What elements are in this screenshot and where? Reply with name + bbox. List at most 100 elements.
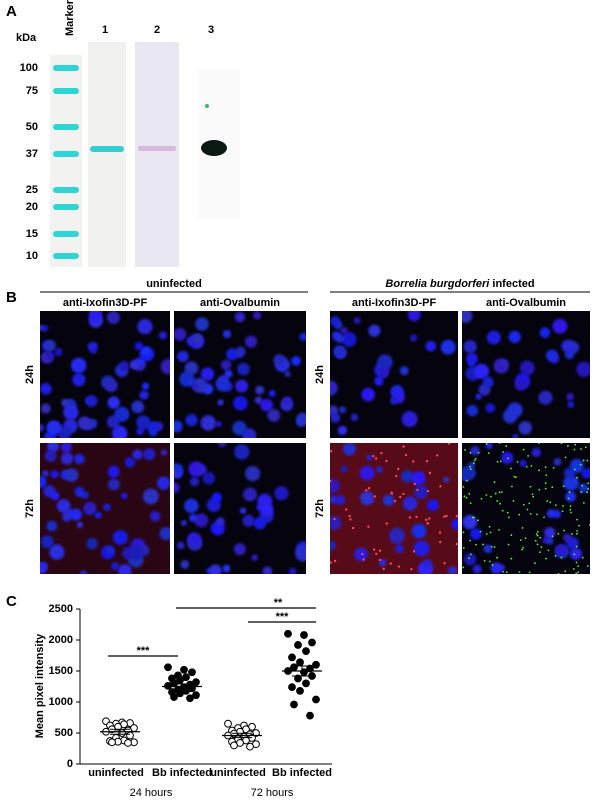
green-signal	[544, 466, 547, 469]
red-speck	[447, 443, 451, 445]
x-tick-label: uninfected	[210, 767, 266, 779]
nucleus	[463, 340, 477, 354]
micrograph	[40, 443, 170, 574]
green-signal	[469, 451, 472, 454]
green-signal	[500, 491, 503, 494]
green-signal	[557, 532, 560, 535]
red-speck	[397, 565, 401, 568]
green-signal	[499, 502, 502, 505]
green-signal	[554, 554, 557, 557]
red-speck	[385, 459, 388, 463]
nucleus	[569, 547, 583, 560]
green-signal	[510, 467, 512, 470]
red-speck	[351, 526, 355, 530]
green-signal	[485, 494, 488, 496]
green-signal	[582, 459, 585, 462]
nucleus	[377, 367, 389, 379]
nucleus	[512, 433, 519, 438]
group-title: Borrelia burgdorferi infected	[385, 278, 534, 290]
nucleus	[136, 415, 151, 430]
micrograph-content	[40, 311, 170, 438]
green-signal	[573, 553, 576, 556]
nucleus	[232, 420, 247, 436]
nucleus	[176, 541, 185, 550]
red-speck	[443, 561, 446, 565]
green-signal	[581, 556, 584, 559]
marker-size: 20	[26, 201, 38, 213]
green-signal	[549, 501, 552, 504]
y-tick-label: 2500	[49, 603, 73, 615]
micrograph	[40, 311, 170, 438]
green-signal	[536, 543, 539, 546]
marker-band	[53, 204, 79, 210]
nucleus	[209, 564, 222, 574]
nucleus	[518, 421, 532, 435]
nucleus	[142, 488, 159, 505]
red-speck	[333, 517, 336, 521]
green-signal	[472, 462, 475, 465]
green-signal	[462, 486, 465, 488]
column-title: anti-Ovalbumin	[200, 297, 280, 309]
nucleus	[401, 411, 418, 427]
green-signal	[587, 482, 590, 485]
red-signal	[330, 443, 458, 574]
red-speck	[428, 471, 432, 475]
point	[230, 741, 238, 750]
green-signal	[506, 511, 509, 514]
green-signal	[551, 535, 554, 538]
lane-2	[135, 42, 179, 267]
nucleus	[103, 503, 111, 512]
green-signal	[576, 476, 578, 479]
nucleus	[472, 564, 482, 574]
green-signal	[575, 545, 578, 548]
green-signal	[518, 571, 521, 573]
green-signal	[493, 481, 496, 484]
nucleus	[41, 324, 49, 332]
nucleus	[234, 311, 246, 323]
green-signal	[560, 556, 563, 559]
nucleus	[65, 468, 79, 482]
green-signal	[501, 509, 504, 512]
column-title: anti-Ovalbumin	[486, 297, 566, 309]
nucleus	[253, 516, 267, 530]
nucleus	[451, 518, 458, 531]
nucleus	[333, 345, 345, 356]
red-speck	[416, 488, 419, 492]
red-speck	[348, 514, 351, 518]
red-speck	[455, 514, 458, 518]
nucleus	[180, 519, 187, 527]
nucleus	[220, 359, 232, 371]
nucleus	[423, 559, 433, 568]
micrograph	[462, 311, 590, 438]
green-signal	[496, 460, 499, 463]
nucleus	[555, 544, 567, 557]
green-signal	[496, 500, 499, 502]
nucleus	[187, 532, 202, 547]
marker-band	[53, 65, 79, 71]
nucleus	[244, 335, 258, 348]
nucleus	[143, 448, 156, 461]
marker-size: 50	[26, 121, 38, 133]
red-speck	[412, 460, 415, 463]
nucleus	[40, 562, 48, 570]
nucleus	[470, 446, 480, 456]
nucleus	[50, 470, 59, 479]
micrograph-content	[330, 311, 458, 438]
nucleus	[217, 399, 224, 406]
nucleus	[262, 566, 273, 574]
nucleus	[578, 483, 589, 494]
nucleus	[47, 443, 59, 452]
green-signal	[575, 561, 578, 564]
nucleus	[121, 492, 128, 500]
green-signal	[462, 531, 465, 534]
nucleus	[233, 543, 246, 556]
nucleus	[253, 311, 262, 320]
green-signal	[472, 516, 474, 519]
green-signal	[483, 560, 486, 562]
red-speck	[445, 514, 448, 518]
row-title: 24h	[314, 365, 326, 384]
nucleus	[44, 339, 56, 352]
nucleus	[475, 393, 482, 400]
nucleus	[462, 311, 473, 323]
micrograph	[174, 311, 306, 438]
